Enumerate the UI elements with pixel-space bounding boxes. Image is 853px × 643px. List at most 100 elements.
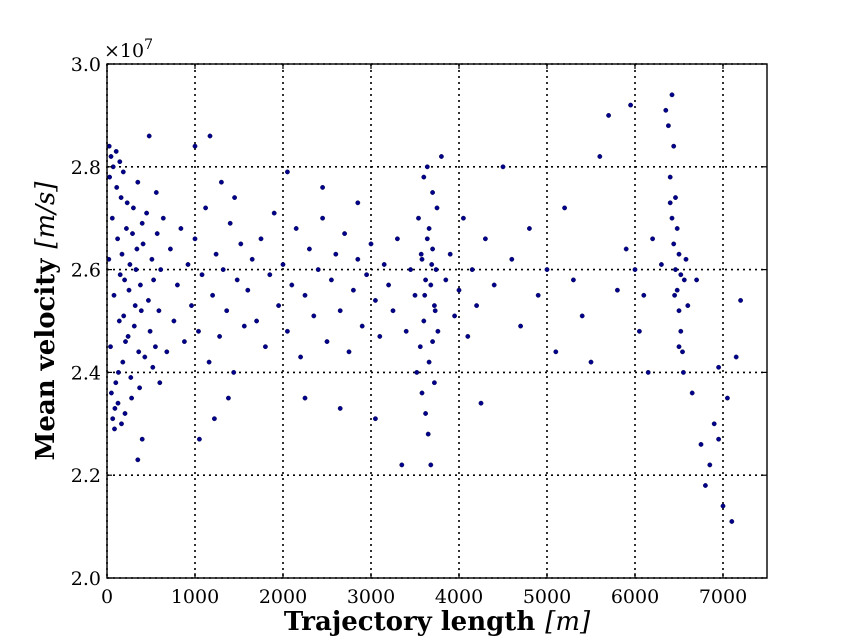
data-point [650,236,655,242]
data-point [157,380,163,386]
data-point [562,205,567,211]
data-point [109,390,114,396]
data-point [469,267,475,272]
data-point [478,400,484,406]
data-point [669,92,675,98]
data-point [108,154,114,159]
data-point [199,272,205,278]
data-point [142,354,148,360]
data-point [152,344,158,350]
data-point [276,303,281,308]
data-point [135,457,141,463]
data-point [206,359,212,365]
data-point [293,226,299,231]
data-point [711,421,717,427]
data-point [130,205,136,211]
data-point [676,344,682,350]
data-point [129,395,135,401]
data-point [606,113,611,118]
data-point [119,421,124,427]
data-point [372,416,378,422]
data-point [535,292,541,298]
data-point [423,411,428,416]
data-point [127,262,133,267]
data-point [238,241,244,247]
data-point [424,164,430,170]
data-point [132,303,138,308]
data-point [460,215,466,221]
data-point [667,174,673,180]
data-point [716,436,721,442]
data-point [637,328,642,334]
data-point [671,143,677,149]
data-point [217,333,223,339]
data-point [350,287,356,293]
data-point [138,308,144,314]
data-point [218,179,224,185]
data-point [426,226,432,231]
data-point [623,246,629,252]
data-point [491,282,497,288]
data-point [683,256,689,262]
data-point [117,159,123,165]
x-tick-label: 1000 [171,586,219,608]
data-point [425,431,431,437]
x-axis-label: Trajectory length [m] [284,607,591,637]
data-point [346,349,352,355]
x-tick-label: 7000 [699,586,747,608]
data-point [140,241,146,247]
data-point [659,262,664,267]
data-point [426,359,432,365]
data-point [435,328,441,334]
data-point [160,215,166,221]
data-point [725,395,730,401]
data-points [106,92,743,524]
data-point [284,169,290,175]
data-point [134,246,140,252]
data-point [667,200,673,206]
data-point [150,364,156,370]
data-point [119,251,125,257]
data-point [158,267,164,272]
data-point [171,318,177,324]
data-point [676,251,682,257]
y-tick-labels: 2.0 2.2 2.4 2.6 2.8 3.0 [71,54,101,590]
data-point [156,308,162,314]
data-point [421,318,427,324]
data-point [108,344,113,350]
data-point [149,256,155,262]
data-point [311,313,317,319]
data-point [196,328,201,334]
data-point [698,441,704,447]
data-point [355,256,361,262]
data-point [130,231,135,237]
data-point [113,380,119,386]
data-point [189,303,194,308]
data-point [315,267,321,272]
data-point [167,246,173,252]
data-point [430,246,435,252]
data-point [431,380,437,386]
data-point [632,267,638,272]
data-point [254,318,260,324]
data-point [302,395,308,401]
data-point [135,179,141,185]
data-point [115,236,121,242]
data-point [689,390,695,396]
data-point [707,462,713,468]
data-point [359,323,365,329]
data-point [430,339,435,344]
data-point [676,308,682,314]
data-point [136,349,142,355]
data-point [738,297,743,303]
data-point [419,390,425,396]
data-point [337,308,343,314]
data-point [234,277,240,283]
data-point [422,292,428,298]
data-point [139,220,145,226]
data-point [147,328,153,334]
data-point [154,231,160,237]
data-point [124,200,130,206]
y-tick-label: 3.0 [71,54,101,76]
y-tick-label: 2.6 [71,260,101,282]
